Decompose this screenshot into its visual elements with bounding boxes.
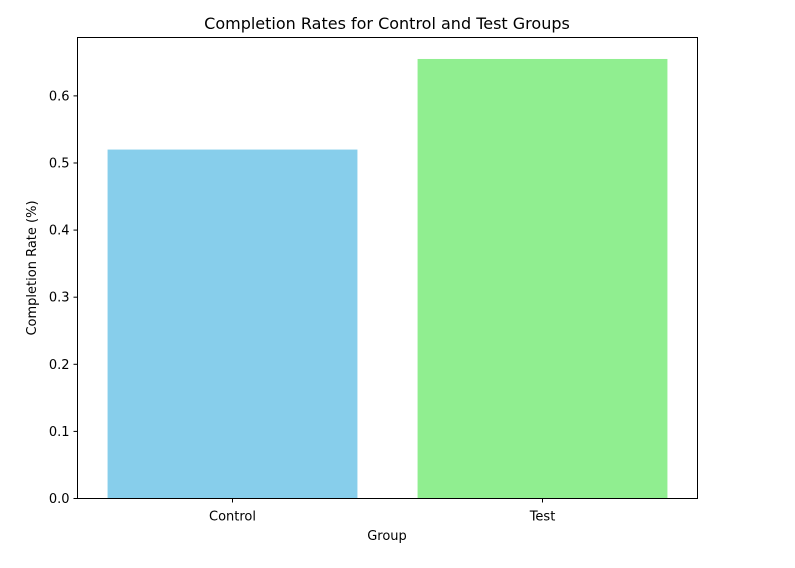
- bars-layer: [107, 58, 668, 499]
- plot-frame: [77, 37, 698, 499]
- y-axis-label: Completion Rate (%): [25, 200, 40, 335]
- bar-control: [107, 149, 358, 499]
- y-tick-label: 0.6: [49, 89, 70, 104]
- y-tick-label: 0.2: [49, 358, 70, 373]
- y-axis-ticks: 0.0 0.1 0.2 0.3 0.4 0.5 0.6: [49, 89, 78, 507]
- bar-test: [417, 58, 668, 499]
- y-tick-label: 0.3: [49, 291, 70, 306]
- chart-title: Completion Rates for Control and Test Gr…: [204, 14, 570, 33]
- x-tick-label: Test: [529, 510, 556, 525]
- x-tick-label: Control: [209, 510, 256, 525]
- y-tick-label: 0.4: [49, 224, 70, 239]
- y-tick-label: 0.1: [49, 425, 70, 440]
- x-axis-label: Group: [367, 529, 407, 544]
- y-tick-label: 0.0: [49, 492, 70, 507]
- y-tick-label: 0.5: [49, 156, 70, 171]
- x-axis-ticks: Control Test: [209, 498, 556, 525]
